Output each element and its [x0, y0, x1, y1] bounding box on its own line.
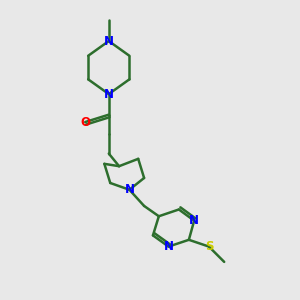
Text: N: N — [104, 88, 114, 100]
Text: N: N — [104, 34, 114, 48]
Text: O: O — [80, 116, 90, 128]
Text: S: S — [205, 240, 213, 253]
Text: N: N — [164, 240, 173, 253]
Text: N: N — [124, 183, 134, 196]
Text: N: N — [189, 214, 199, 227]
